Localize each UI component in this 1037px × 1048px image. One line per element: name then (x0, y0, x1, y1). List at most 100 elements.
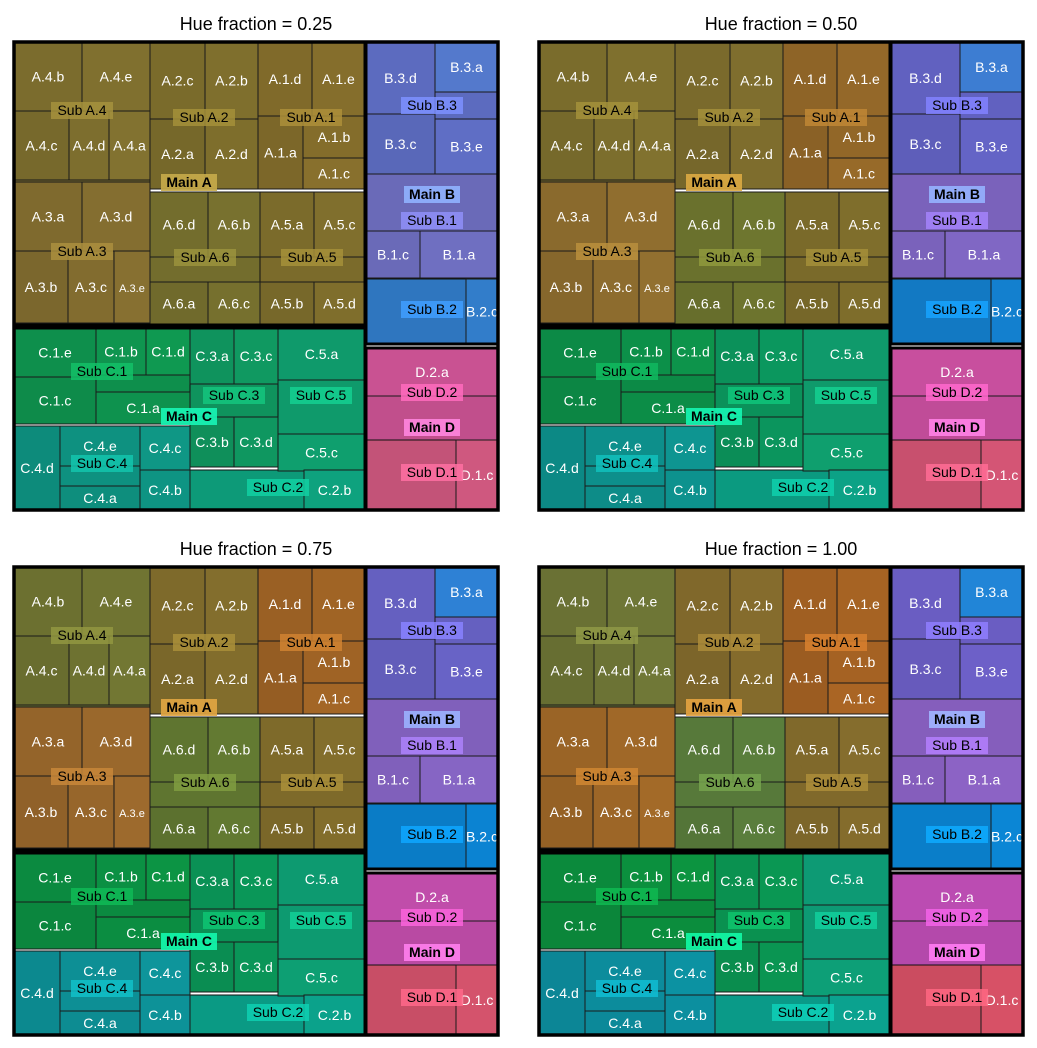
treemap-cell (67, 250, 115, 324)
treemap-cell (802, 958, 891, 997)
main-group-label: Main B (409, 186, 455, 202)
treemap-cell (81, 566, 151, 637)
treemap-cell (68, 635, 110, 706)
treemap-cell (233, 327, 279, 385)
subgroup-label-bg (401, 909, 463, 926)
cell-label: C.1.c (564, 918, 597, 934)
subgroup-label-bg (290, 912, 352, 929)
cell-label: C.4.d (20, 985, 53, 1001)
subgroup-label: Sub B.2 (407, 301, 457, 317)
cell-label: C.1.d (151, 869, 184, 885)
treemap-cell (538, 706, 608, 777)
cell-label: C.1.d (676, 344, 709, 360)
cell-label: C.3.b (720, 434, 754, 450)
treemap-cell (944, 755, 1024, 804)
subgroup-label-bg (805, 109, 867, 126)
cell-label: A.6.d (688, 742, 721, 758)
cell-label: C.4.d (545, 985, 578, 1001)
cell-label: A.1.e (322, 71, 355, 87)
cell-label: C.4.b (148, 1007, 182, 1023)
cell-label: A.3.d (100, 209, 133, 225)
cell-label: B.1.a (968, 772, 1001, 788)
subgroup-label: Sub B.3 (407, 97, 457, 113)
treemap-cell (990, 803, 1024, 870)
cell-label: C.4.a (83, 1015, 117, 1031)
treemap-cell (827, 682, 891, 715)
treemap-cell (890, 113, 961, 175)
cell-label: A.1.a (789, 145, 822, 161)
treemap-cell (149, 191, 209, 258)
subgroup-label: Sub D.1 (407, 464, 458, 480)
cell-label: A.3.d (625, 734, 658, 750)
cell-label: C.5.c (305, 970, 338, 986)
subgroup-label-bg (174, 249, 236, 266)
subgroup-label: Sub A.6 (705, 249, 754, 265)
subgroup-label: Sub D.2 (407, 909, 458, 925)
main-label-bg (161, 408, 217, 425)
cell-label: C.3.a (720, 873, 754, 889)
treemap-cell (13, 950, 61, 1036)
treemap-cell (311, 566, 366, 642)
subgroup-label-bg (173, 109, 235, 126)
treemap-cell (674, 281, 734, 326)
treemap-cell (592, 250, 640, 324)
treemap-cell (259, 806, 315, 851)
subgroup-label: Sub A.5 (287, 249, 336, 265)
subgroup-label: Sub A.1 (286, 634, 335, 650)
subgroup-label: Sub D.1 (407, 989, 458, 1005)
cell-label: A.1.d (269, 596, 302, 612)
cell-label: A.2.b (740, 73, 773, 89)
cell-label: A.6.a (163, 821, 196, 837)
treemap-cell (434, 566, 499, 618)
subgroup-label: Sub C.4 (602, 455, 653, 471)
subgroup-label-bg (698, 109, 760, 126)
cell-label: C.4.e (83, 963, 117, 979)
cell-label: B.3.e (450, 664, 483, 680)
cell-label: A.6.d (163, 217, 196, 233)
treemap-panel-1: Hue fraction = 0.25 A.4.b A.4.e A.4.c A.4.d A… (12, 14, 500, 512)
treemap-cell (145, 327, 191, 376)
subgroup-label-bg (401, 384, 463, 401)
cell-label: A.2.b (215, 73, 248, 89)
subgroup-label-bg (815, 387, 877, 404)
cell-label: C.1.c (39, 393, 72, 409)
treemap-cell (13, 110, 70, 181)
cell-label: A.2.a (686, 146, 719, 162)
cell-label: A.3.a (557, 209, 590, 225)
treemap-cell (81, 181, 151, 252)
treemap-cell (13, 376, 97, 425)
subgroup-label-bg (926, 826, 988, 843)
subgroup-label-bg (806, 249, 868, 266)
cell-label: A.5.a (796, 742, 829, 758)
subgroup-label: Sub B.1 (932, 737, 982, 753)
treemap-cell (207, 191, 261, 258)
cell-label: A.6.b (743, 742, 776, 758)
cell-label: D.2.a (940, 364, 974, 380)
cell-label: C.4.b (673, 1007, 707, 1023)
main-group-label: Main A (691, 699, 736, 715)
cell-label: A.6.a (163, 296, 196, 312)
subgroup-label-bg (401, 989, 463, 1006)
cell-label: C.3.d (764, 434, 797, 450)
subgroup-label-bg (698, 634, 760, 651)
subgroup-label: Sub C.3 (734, 387, 785, 403)
treemap-cell (538, 566, 608, 637)
treemap-cell (674, 806, 734, 851)
subgroup-label: Sub A.6 (180, 249, 229, 265)
subgroup-label: Sub C.1 (77, 888, 128, 904)
treemap-cell (714, 852, 760, 910)
subgroup-label-bg (576, 243, 638, 260)
treemap-panel-3: Hue fraction = 0.75 A.4.b A.4.e A.4.c A.4.d A… (12, 539, 500, 1037)
cell-label: B.3.e (450, 139, 483, 155)
cell-label: C.4.a (83, 490, 117, 506)
cell-label: B.2.c (466, 304, 498, 320)
treemap-cell (538, 635, 595, 706)
cell-label: B.2.c (466, 829, 498, 845)
cell-label: A.5.b (271, 296, 304, 312)
cell-label: A.5.c (849, 217, 881, 233)
treemap-cell (959, 118, 1024, 175)
subgroup-label: Sub C.2 (253, 1004, 304, 1020)
treemap-cell (302, 682, 366, 715)
cell-label: B.2.c (991, 829, 1023, 845)
cell-label: A.6.d (688, 217, 721, 233)
